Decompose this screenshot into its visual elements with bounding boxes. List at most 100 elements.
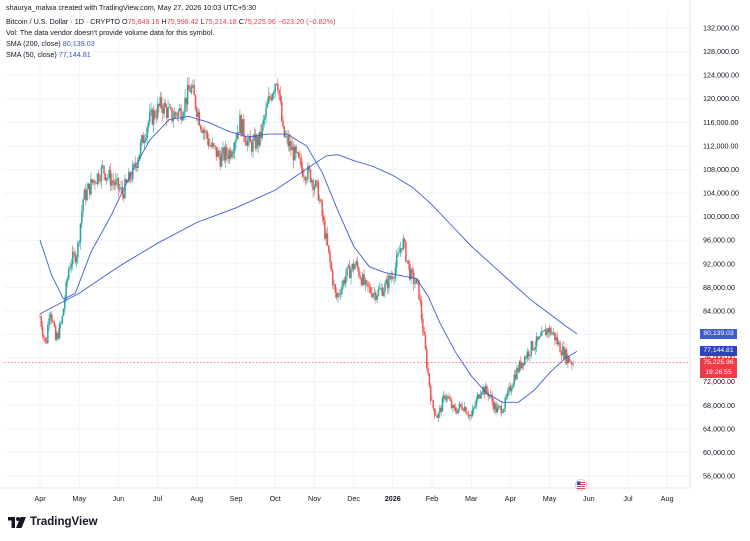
candle-body [132,164,134,180]
candle-body [436,415,438,418]
candle-body [57,332,60,339]
candle-body [424,334,427,350]
candle-body [415,279,418,284]
candle-body [372,294,374,298]
y-tick-label: 84,000.00 [703,306,735,315]
candle-body [307,166,309,180]
candle-body [207,138,210,146]
sma200-legend[interactable]: SMA (200, close) 80,139.03 [6,39,95,48]
candle-body [356,261,359,268]
candle-body [81,211,83,224]
candle-body [83,189,86,200]
change-value: −623.20 (−0.82%) [277,17,336,26]
candle-body [77,242,79,258]
candle-body [539,335,542,337]
candle-body [257,136,259,146]
candle-body [214,145,216,147]
sma50-line [39,115,578,403]
candle-body [137,160,139,168]
candle-body [564,349,567,360]
candle-body [266,103,269,108]
candle-body [490,394,492,396]
tradingview-brand: TradingView [30,516,98,528]
candle-body [475,399,478,406]
x-tick-label: Feb [426,494,438,503]
candle-body [60,323,62,324]
candle-body [43,335,45,338]
candle-body [543,329,546,332]
candle-body [62,308,65,316]
x-tick-label: Jul [153,494,163,503]
x-tick-label: Nov [308,494,321,503]
candle-body [299,156,301,159]
candle-body [105,177,108,181]
candle-body [250,142,253,152]
tradingview-logo[interactable]: TradingView [8,516,98,528]
candle-body [206,131,209,139]
candle-body [551,333,553,335]
x-tick-label: Jun [583,494,595,503]
candle-body [454,407,457,412]
candle-body [249,135,252,143]
candle-body [287,135,290,147]
candle-body [180,108,182,121]
candle-body [241,119,244,135]
candle-body [133,163,135,165]
candle-body [156,104,159,118]
candle-body [342,280,344,287]
candle-body [99,181,101,182]
volume-note: Vol: The data vendor doesn't provide vol… [6,28,215,37]
candle-body [199,125,202,130]
candle-body [237,132,240,134]
candle-body [480,392,483,395]
candle-body [371,292,373,298]
candle-body [216,150,219,157]
candle-body [345,276,347,284]
candle-body [394,267,397,279]
candle-body [261,124,263,138]
candle-body [172,118,175,121]
candle-body [193,85,195,96]
candle-body [101,165,104,167]
candle-body [376,295,378,300]
candle-body [69,266,71,270]
sma50-legend[interactable]: SMA (50, close) 77,144.81 [6,50,91,59]
candle-body [568,356,570,363]
candle-body [486,385,488,393]
candle-body [112,180,114,183]
candle-body [61,315,63,324]
candle-body [54,326,57,340]
candle-body [64,299,66,309]
candle-body [465,406,467,414]
us-event-flag-icon[interactable] [574,479,587,491]
candle-body [571,362,573,365]
candle-body [297,152,300,157]
sma200-price-tag: 80,139.03 [700,328,737,339]
candle-body [115,180,117,186]
candle-body [147,121,150,128]
candle-body [74,253,77,263]
candle-body [154,110,156,118]
candle-body [496,407,499,413]
candle-body [508,386,510,391]
candle-body [458,403,461,409]
y-tick-label: 64,000.00 [703,424,735,433]
candle-body [267,95,270,104]
candle-body [282,120,284,127]
candle-body [348,265,351,279]
candle-body [446,396,449,398]
candle-body [470,414,472,417]
candle-body [288,141,291,147]
y-tick-label: 116,000.00 [703,118,738,127]
candle-body [444,395,446,400]
candle-body [507,390,509,397]
y-tick-label: 132,000.00 [703,24,739,33]
high-value: 75,998.42 [166,17,199,26]
candle-body [111,180,113,186]
candle-body [541,331,543,336]
candle-body [461,405,463,410]
candle-body [213,143,215,146]
candle-body [522,363,525,366]
candle-body [333,284,335,285]
